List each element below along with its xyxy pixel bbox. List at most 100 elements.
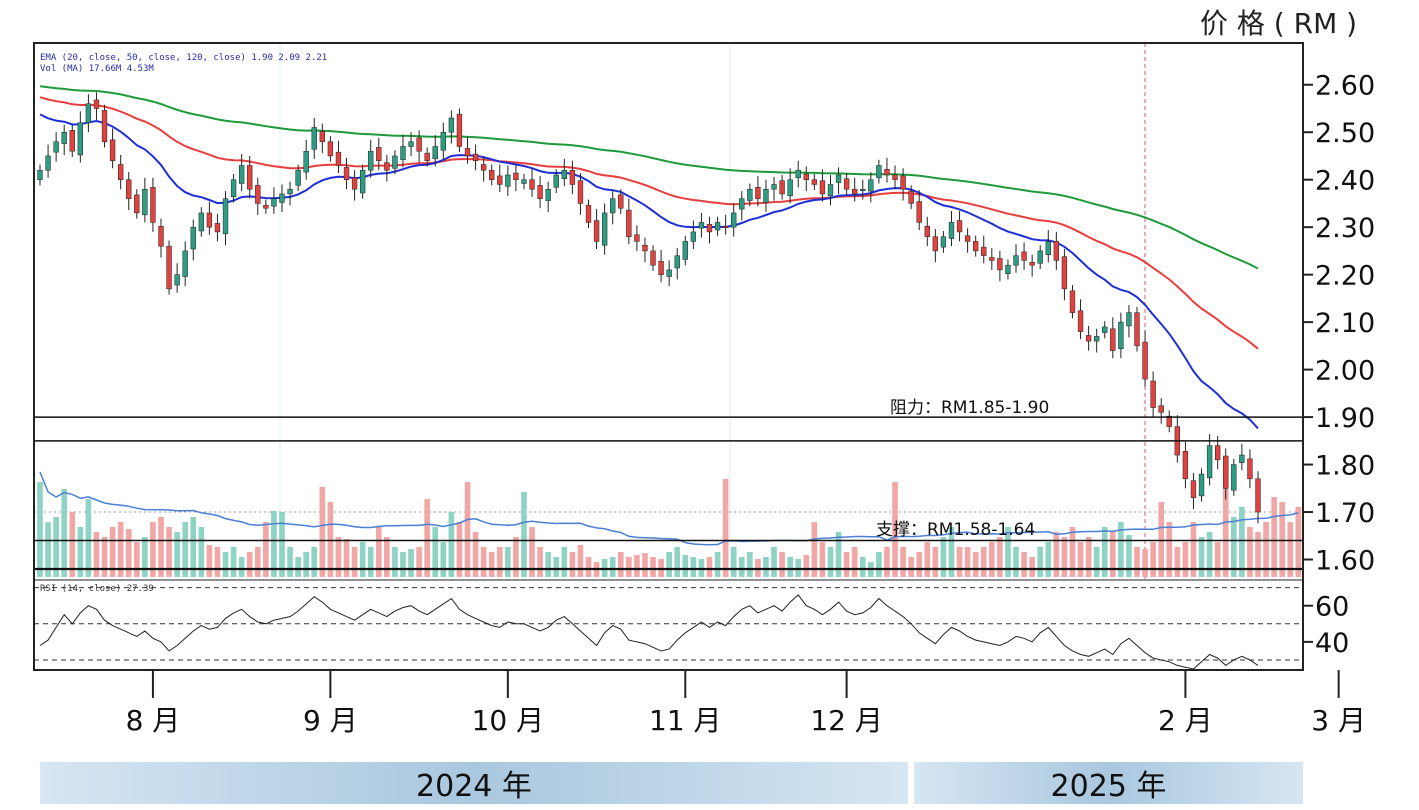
volume-bar (53, 517, 59, 577)
candle-body (432, 146, 438, 160)
ema50-line (39, 96, 1259, 350)
plot-frame (33, 42, 1304, 671)
candle-body (690, 231, 697, 242)
volume-bar (1230, 517, 1237, 577)
volume-bar (827, 547, 834, 577)
candle-body (61, 131, 67, 144)
candle-body (448, 117, 455, 133)
ema120-line (39, 85, 1259, 270)
volume-bar (238, 557, 245, 577)
volume-bar (859, 557, 866, 577)
volume-bar (69, 512, 76, 577)
candle-body (1190, 480, 1197, 499)
candle-body (303, 150, 309, 173)
candle-body (416, 137, 422, 152)
candle-body (247, 165, 253, 190)
candle-body (1142, 341, 1148, 380)
candle-body (569, 169, 576, 185)
candle-body (706, 224, 713, 233)
candle-body (214, 223, 221, 233)
volume-bar (351, 547, 358, 577)
volume-bar (375, 527, 382, 577)
volume-bar (1126, 535, 1132, 577)
volume-bar (980, 547, 987, 577)
moving-average-layer (39, 85, 1259, 430)
volume-bar (1118, 522, 1124, 577)
candle-body (263, 205, 269, 209)
y-tick-label: 2.50 (1315, 118, 1375, 149)
candle-body (940, 236, 947, 248)
volume-bar (45, 522, 51, 577)
volume-bar (166, 527, 172, 577)
volume-bar (1222, 487, 1229, 577)
candle-body (860, 188, 866, 191)
candle-body (1021, 251, 1027, 261)
volume-bar (1190, 522, 1197, 577)
volume-bar (843, 552, 850, 577)
volume-bar (892, 482, 898, 577)
candle-body (771, 184, 777, 190)
candle-body (440, 131, 446, 151)
candle-body (787, 179, 793, 197)
volume-bar (940, 537, 947, 577)
candle-body (634, 234, 640, 242)
candle-body (561, 169, 567, 179)
candle-body (1005, 264, 1011, 274)
y-tick-label: 2.00 (1315, 356, 1375, 387)
volume-bar (626, 557, 632, 577)
candle-body (384, 162, 390, 171)
candle-body (924, 225, 930, 237)
candle-body (126, 179, 132, 199)
volume-bar (908, 557, 914, 577)
volume-bar (763, 557, 769, 577)
candle-body (658, 261, 664, 275)
candle-body (852, 188, 858, 195)
volume-bar (811, 522, 818, 577)
volume-bar (303, 552, 310, 577)
axes-layer: 2.60 2.50 2.40 2.30 2.20 2.10 2.00 1.90 1.80 1.70… (33, 42, 1375, 737)
candle-body (489, 169, 495, 180)
candle-body (222, 198, 229, 235)
volume-bar (642, 553, 648, 577)
candle-body (1118, 321, 1124, 349)
y-tick-label: 2.10 (1315, 308, 1375, 339)
candle-body (1255, 478, 1261, 513)
volume-bar (884, 547, 890, 577)
candle-body (521, 179, 527, 184)
candle-body (1198, 473, 1205, 497)
volume-bar (747, 552, 753, 577)
volume-bar (674, 547, 681, 577)
candle-body (497, 175, 503, 185)
candle-body (1126, 312, 1132, 327)
candle-body (1182, 451, 1189, 480)
candle-body (827, 184, 834, 197)
candle-body (53, 141, 59, 153)
volume-bar (997, 537, 1003, 577)
volume-bar (835, 532, 842, 577)
candle-body (174, 274, 180, 286)
candle-body (666, 269, 672, 277)
volume-bar (956, 547, 963, 577)
candle-body (610, 198, 616, 214)
candle-body (150, 187, 156, 223)
volume-bar (125, 529, 132, 577)
candle-body (472, 153, 479, 161)
candle-body (335, 151, 342, 166)
volume-bar (561, 547, 568, 577)
candle-body (585, 205, 592, 223)
candle-body (408, 141, 414, 147)
volume-bar (230, 547, 237, 577)
candle-body (1094, 336, 1100, 342)
volume-bar (1295, 507, 1302, 577)
candle-body (230, 179, 237, 198)
candle-body (206, 212, 213, 228)
volume-bar (650, 557, 656, 577)
volume-bar (359, 542, 366, 577)
volume-bar (311, 547, 318, 577)
volume-bar (335, 537, 342, 577)
candle-body (190, 226, 196, 250)
rsi-tick-label: 60 (1315, 592, 1349, 623)
candle-body (351, 177, 358, 190)
volume-bar (206, 545, 213, 577)
